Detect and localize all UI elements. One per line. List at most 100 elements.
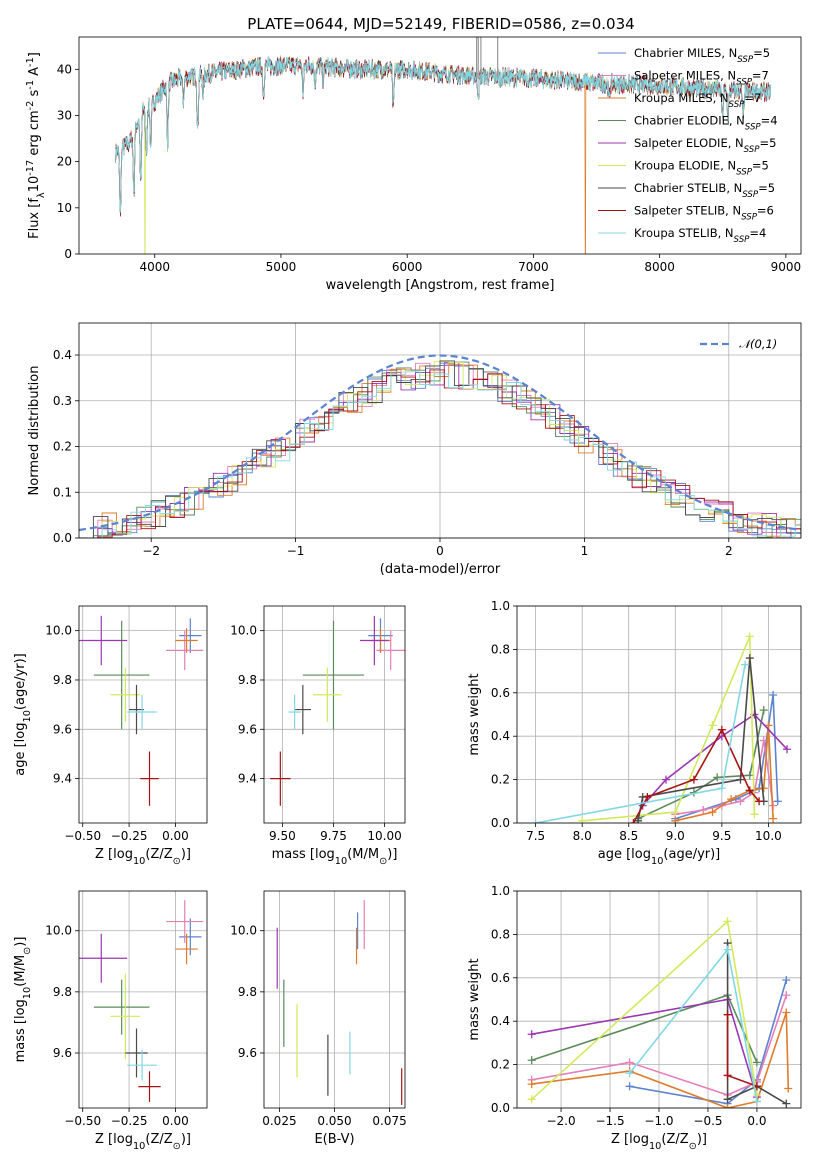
y-tick-label: 9.8 bbox=[238, 985, 257, 999]
weight-marker-kroupa-elodie bbox=[578, 816, 587, 823]
y-tick-label: 0.3 bbox=[53, 394, 72, 408]
weight-marker-kroupa-miles bbox=[784, 1084, 793, 1093]
label-run: Z [log bbox=[95, 847, 133, 862]
label-run: )] bbox=[387, 847, 397, 862]
errorbar-point-salpeter-miles bbox=[376, 630, 405, 671]
plot-z-age: −0.50 −0.25 0.009.49.69.810.0Z [log10(Z/Z⊙… bbox=[13, 605, 208, 867]
label-run: (Z/Z bbox=[661, 1132, 688, 1147]
legend-subscript: SSP bbox=[734, 235, 751, 245]
label-run: Flux [f bbox=[27, 198, 42, 239]
label-run: mass weight bbox=[467, 958, 482, 1040]
label-run: )] bbox=[181, 1132, 191, 1147]
weight-marker-kroupa-miles bbox=[671, 816, 680, 823]
label-math-run: 𝒩(0,1) bbox=[739, 337, 777, 351]
errorbar-point-chabrier-miles bbox=[179, 918, 202, 956]
x-axis-label: Z [log10(Z/Z⊙)] bbox=[611, 1132, 707, 1152]
y-tick-label: 0 bbox=[64, 247, 72, 261]
errorbar-point-salpeter-elodie bbox=[79, 615, 128, 666]
label-run: (data-model)/error bbox=[380, 562, 501, 577]
label-run: age [log bbox=[13, 723, 28, 776]
legend-run: =5 bbox=[752, 159, 769, 173]
y-tick-label: 9.8 bbox=[53, 985, 72, 999]
plot-area bbox=[276, 900, 403, 1105]
plot-area bbox=[79, 354, 801, 538]
y-tick-label: 0.0 bbox=[491, 816, 510, 830]
weight-marker-kroupa-stelib bbox=[752, 1097, 761, 1106]
x-tick-label: 0.050 bbox=[317, 1114, 351, 1128]
x-tick-label: 7000 bbox=[518, 260, 549, 274]
x-tick-label: 9.5 bbox=[712, 829, 731, 843]
weight-marker-chabrier-elodie bbox=[713, 773, 722, 782]
y-tick-label: 9.6 bbox=[53, 722, 72, 736]
errorbar-point-salpeter-miles bbox=[166, 630, 204, 671]
legend-run: =7 bbox=[744, 91, 761, 105]
errorbar-point-chabrier-stelib bbox=[125, 1028, 148, 1078]
plots-root: 4000 5000 6000 7000 8000 9000010203040wavelen… bbox=[13, 36, 802, 1152]
label-script-run: 10 bbox=[651, 856, 663, 867]
x-tick-label: −0.50 bbox=[64, 1114, 101, 1128]
legend-entry-salpeter-miles: Salpeter MILES, NSSP=7 bbox=[634, 69, 769, 88]
x-axis-label: wavelength [Angstrom, rest frame] bbox=[326, 278, 555, 293]
weight-marker-kroupa-elodie bbox=[671, 808, 680, 817]
legend-run: =4 bbox=[749, 226, 766, 240]
y-axis-label: mass [log10(M/M⊙)] bbox=[13, 937, 33, 1063]
weight-marker-salpeter-stelib bbox=[755, 797, 764, 806]
errorbar-point-salpeter-stelib bbox=[138, 1071, 161, 1102]
weight-marker-salpeter-stelib bbox=[745, 786, 754, 795]
normal-reference-curve bbox=[79, 354, 801, 532]
legend-subscript: SSP bbox=[737, 55, 754, 65]
legend-entry-normal: 𝒩(0,1) bbox=[739, 337, 777, 351]
plot-age-weight: 7.5 8.0 8.5 9.0 9.5 10.0 0.0 0.2 0.4 0.6 0.8 1.0 age… bbox=[467, 599, 802, 867]
plot-residuals: −2 −1 0 1 2 0.0 0.1 0.2 0.3 0.4 (data-model)/error… bbox=[27, 322, 802, 577]
y-tick-label: 0.8 bbox=[491, 927, 510, 941]
errorbar-point-salpeter-stelib bbox=[270, 751, 291, 806]
label-script-run: ⊙ bbox=[379, 856, 387, 867]
legend-run: Kroupa MILES, N bbox=[634, 91, 729, 105]
y-tick-label: 1.0 bbox=[491, 599, 510, 613]
label-run: mass [log bbox=[272, 847, 335, 862]
x-tick-label: −1.0 bbox=[644, 1114, 673, 1128]
y-tick-label: 9.6 bbox=[238, 722, 257, 736]
x-tick-label: −2.0 bbox=[546, 1114, 575, 1128]
errorbar-point-salpeter-elodie bbox=[79, 933, 128, 983]
label-run: (Z/Z bbox=[145, 1132, 172, 1147]
weight-marker-kroupa-elodie bbox=[527, 1095, 536, 1104]
axes-frame bbox=[78, 36, 802, 255]
y-tick-label: 9.8 bbox=[238, 673, 257, 687]
errorbar-point-kroupa-stelib bbox=[127, 1049, 157, 1081]
y-axis-label: Normed distribution bbox=[27, 366, 42, 496]
weight-marker-salpeter-miles bbox=[625, 1058, 634, 1067]
errorbar-point-chabrier-elodie bbox=[302, 620, 365, 730]
weight-marker-salpeter-elodie bbox=[783, 745, 792, 754]
y-tick-label: 0.2 bbox=[53, 440, 72, 454]
errorbar-point-kroupa-stelib bbox=[127, 694, 157, 730]
weight-line-salpeter-stelib bbox=[632, 727, 760, 823]
x-tick-label: 0.0 bbox=[747, 1114, 766, 1128]
weight-marker-kroupa-elodie bbox=[723, 917, 732, 926]
plot-z-mass: −0.50 −0.25 0.009.69.810.0Z [log10(Z/Z⊙)]m… bbox=[13, 890, 208, 1152]
axes-frame bbox=[516, 605, 802, 824]
plot-area bbox=[531, 632, 792, 823]
label-run: Z [log bbox=[611, 1132, 649, 1147]
legend-run: =7 bbox=[752, 69, 769, 83]
label-run: Z [log bbox=[95, 1132, 133, 1147]
x-tick-label: 0.075 bbox=[372, 1114, 406, 1128]
y-tick-label: 0.4 bbox=[53, 348, 72, 362]
x-tick-label: 7.5 bbox=[526, 829, 545, 843]
legend-subscript: SSP bbox=[736, 168, 753, 178]
label-script-run: 10 bbox=[649, 1141, 661, 1152]
weight-marker-kroupa-miles bbox=[759, 784, 768, 793]
label-script-run: -1 bbox=[25, 57, 36, 67]
legend-subscript: SSP bbox=[742, 190, 759, 200]
label-script-run: ⊙ bbox=[689, 1141, 697, 1152]
plot-spectrum: 4000 5000 6000 7000 8000 9000 0 10 20 30 40 wavelen… bbox=[25, 36, 802, 293]
y-axis-label: age [log10(age/yr)] bbox=[13, 653, 33, 776]
errorbar-point-chabrier-elodie bbox=[93, 620, 150, 730]
errorbar-point-kroupa-elodie bbox=[313, 667, 342, 722]
weight-marker-chabrier-miles bbox=[769, 690, 778, 699]
y-tick-label: 9.8 bbox=[53, 673, 72, 687]
legend-entry-chabrier-elodie: Chabrier ELODIE, NSSP=4 bbox=[634, 114, 778, 133]
x-axis-label: (data-model)/error bbox=[380, 562, 501, 577]
y-tick-label: 9.4 bbox=[238, 772, 257, 786]
